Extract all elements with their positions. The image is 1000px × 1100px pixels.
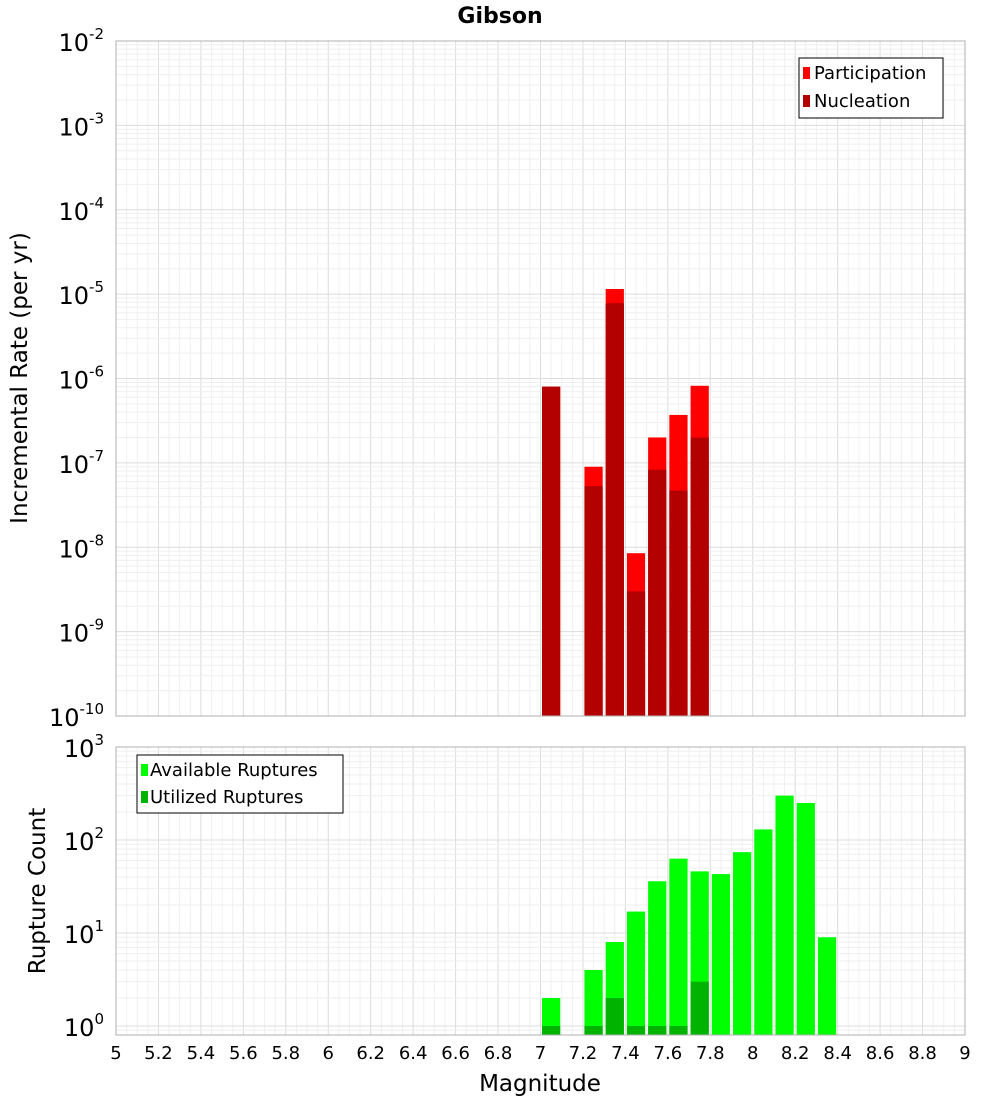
nucleation-legend-swatch xyxy=(803,95,810,107)
available-ruptures-bar xyxy=(584,969,603,1035)
x-tick-label: 8.8 xyxy=(908,1043,937,1064)
utilized-ruptures-bar xyxy=(542,1025,561,1035)
x-tick-label: 5.6 xyxy=(229,1043,258,1064)
available-ruptures-bar xyxy=(733,852,752,1035)
utilized-ruptures-bar xyxy=(648,1025,667,1035)
x-tick-label: 8.2 xyxy=(781,1043,810,1064)
x-tick-label: 8 xyxy=(747,1043,758,1064)
x-tick-label: 5 xyxy=(110,1043,121,1064)
x-tick-label: 6.6 xyxy=(441,1043,470,1064)
nucleation-legend-label: Nucleation xyxy=(814,91,910,112)
x-axis-label: Magnitude xyxy=(479,1071,601,1097)
utilized-ruptures-bar xyxy=(690,981,709,1035)
rate-y-tick-label: 10-6 xyxy=(58,363,104,395)
count-y-tick-label: 100 xyxy=(64,1010,104,1042)
utilized-legend-label: Utilized Ruptures xyxy=(150,787,303,808)
x-tick-label: 5.2 xyxy=(144,1043,173,1064)
rate-y-tick-label: 10-8 xyxy=(58,531,104,563)
count-bars xyxy=(542,795,837,1035)
available-ruptures-bar xyxy=(817,937,837,1035)
available-ruptures-bar xyxy=(626,911,646,1035)
rate-y-axis-label: Incremental Rate (per yr) xyxy=(7,232,33,524)
x-tick-label: 6.8 xyxy=(484,1043,513,1064)
available-ruptures-bar xyxy=(754,829,773,1035)
nucleation-bar xyxy=(605,303,624,716)
utilized-legend-swatch xyxy=(141,791,148,803)
available-legend-swatch xyxy=(141,764,148,776)
nucleation-bar xyxy=(584,486,603,716)
rate-y-tick-label: 10-7 xyxy=(58,447,104,479)
count-y-tick-label: 102 xyxy=(64,824,104,856)
count-plot-border xyxy=(115,746,966,1036)
nucleation-bar xyxy=(648,469,667,716)
x-tick-label: 7.8 xyxy=(696,1043,725,1064)
x-tick-label: 9 xyxy=(959,1043,970,1064)
count-y-tick-label: 103 xyxy=(64,731,104,763)
nucleation-bar xyxy=(690,437,709,716)
chart-title: Gibson xyxy=(457,4,542,29)
count-y-axis-label: Rupture Count xyxy=(25,808,51,974)
count-y-tick-label: 101 xyxy=(64,917,104,949)
utilized-ruptures-bar xyxy=(626,1025,646,1035)
rate-panel: 10-2 10-3 10-4 10-5 10-6 10-7 10-8 10-9 10-10 In… xyxy=(7,25,966,732)
available-legend-label: Available Ruptures xyxy=(150,760,318,781)
x-tick-label: 6.4 xyxy=(399,1043,428,1064)
count-panel: 103 102 101 100 Rupture Count Available Rup… xyxy=(25,731,966,1042)
participation-legend-label: Participation xyxy=(814,63,926,84)
utilized-ruptures-bar xyxy=(584,1025,603,1035)
participation-legend-swatch xyxy=(803,67,810,79)
available-ruptures-bar xyxy=(711,874,731,1035)
x-tick-label: 5.8 xyxy=(271,1043,300,1064)
rate-legend: Participation Nucleation xyxy=(798,57,944,119)
rate-plot-border xyxy=(115,40,966,717)
x-tick-label: 6 xyxy=(323,1043,334,1064)
available-ruptures-bar xyxy=(648,881,667,1035)
rate-y-tick-label: 10-2 xyxy=(58,25,104,57)
rate-bars xyxy=(542,289,709,716)
x-tick-label: 5.4 xyxy=(187,1043,216,1064)
count-y-tick-labels: 103 102 101 100 xyxy=(64,731,104,1042)
rate-gridlines xyxy=(115,40,966,717)
rate-y-tick-label: 10-3 xyxy=(58,109,104,141)
rate-y-tick-label: 10-5 xyxy=(58,278,104,310)
x-tick-label: 6.2 xyxy=(356,1043,385,1064)
count-legend-box xyxy=(136,754,344,814)
x-tick-labels: 5 5.2 5.4 5.6 5.8 6 6.2 6.4 6.6 6.8 7 7.2 7.4 7.6 7.8 8… xyxy=(110,1043,970,1064)
count-legend: Available Ruptures Utilized Ruptures xyxy=(136,754,344,814)
available-ruptures-bar xyxy=(796,802,815,1035)
rate-y-tick-label: 10-4 xyxy=(58,194,104,226)
x-tick-label: 7 xyxy=(535,1043,546,1064)
available-ruptures-bar xyxy=(542,997,561,1035)
available-ruptures-bar xyxy=(669,858,688,1035)
nucleation-bar xyxy=(542,386,561,716)
x-tick-label: 8.4 xyxy=(823,1043,852,1064)
x-tick-label: 7.6 xyxy=(654,1043,683,1064)
rate-y-tick-label: 10-9 xyxy=(58,616,104,648)
nucleation-bar xyxy=(626,591,646,716)
utilized-ruptures-bar xyxy=(605,997,624,1035)
nucleation-bar xyxy=(669,490,688,716)
rate-y-tick-labels: 10-2 10-3 10-4 10-5 10-6 10-7 10-8 10-9 10-10 xyxy=(49,25,104,732)
utilized-ruptures-bar xyxy=(669,1025,688,1035)
x-tick-label: 7.2 xyxy=(569,1043,598,1064)
x-tick-label: 8.6 xyxy=(866,1043,895,1064)
rate-y-tick-label: 10-10 xyxy=(49,700,104,732)
x-tick-label: 7.4 xyxy=(611,1043,640,1064)
available-ruptures-bar xyxy=(775,795,794,1035)
rate-legend-box xyxy=(798,57,944,119)
